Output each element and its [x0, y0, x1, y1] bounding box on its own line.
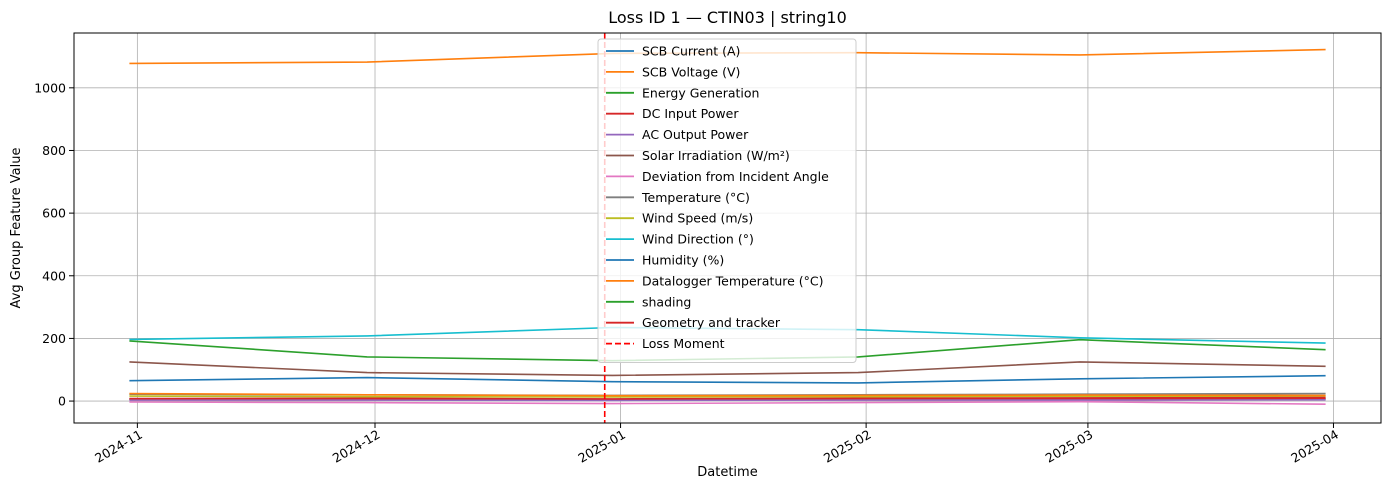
series-line-9: [129, 395, 1326, 398]
y-axis-ticks: 0 200 400 600 800 1000: [34, 80, 74, 409]
y-tick-label: 800: [42, 143, 66, 158]
series-line-14: [129, 396, 1326, 400]
axes-frame: [73, 32, 1382, 424]
x-axis-label: Datetime: [697, 465, 757, 480]
legend-label: Wind Speed (m/s): [642, 211, 753, 226]
legend-label: DC Input Power: [642, 106, 739, 121]
x-tick-label: 2024-11: [92, 427, 145, 466]
series-line-6: [129, 361, 1326, 377]
x-tick-label: 2025-03: [1043, 427, 1096, 466]
y-tick-label: 1000: [34, 80, 66, 95]
legend-label: SCB Voltage (V): [642, 64, 740, 79]
series-line-5: [129, 398, 1326, 402]
series-line-12: [129, 392, 1326, 397]
legend-label: Temperature (°C): [641, 190, 750, 205]
legend-label: Geometry and tracker: [642, 315, 781, 330]
series-line-7: [129, 400, 1326, 405]
legend-box: [597, 38, 857, 363]
legend-label: AC Output Power: [642, 127, 749, 142]
x-axis-ticks: 2024-11 2024-12 2025-01 2025-02 2025-03 2025-…: [92, 423, 1341, 466]
y-tick-label: 600: [42, 206, 66, 221]
x-tick-label: 2025-04: [1288, 427, 1341, 466]
y-tick-label: 400: [42, 268, 66, 283]
legend-label: Humidity (%): [642, 253, 724, 268]
x-tick-label: 2025-01: [575, 427, 628, 466]
legend: SCB Current (A) SCB Voltage (V) Energy Gen…: [597, 38, 857, 363]
y-tick-label: 0: [58, 394, 66, 409]
series-line-11: [129, 374, 1326, 384]
legend-label: Loss Moment: [642, 336, 725, 351]
legend-label: shading: [642, 294, 691, 309]
legend-label: Datalogger Temperature (°C): [642, 273, 824, 288]
legend-label: Solar Irradiation (W/m²): [642, 148, 790, 163]
chart-title: Loss ID 1 — CTIN03 | string10: [608, 8, 847, 27]
y-tick-label: 200: [42, 331, 66, 346]
legend-label: SCB Current (A): [642, 44, 740, 59]
legend-label: Wind Direction (°): [642, 232, 754, 247]
x-tick-label: 2024-12: [330, 427, 383, 466]
y-axis-label: Avg Group Feature Value: [9, 148, 24, 309]
legend-label: Energy Generation: [642, 85, 759, 100]
legend-label: Deviation from Incident Angle: [642, 169, 829, 184]
x-tick-label: 2025-02: [821, 427, 874, 466]
